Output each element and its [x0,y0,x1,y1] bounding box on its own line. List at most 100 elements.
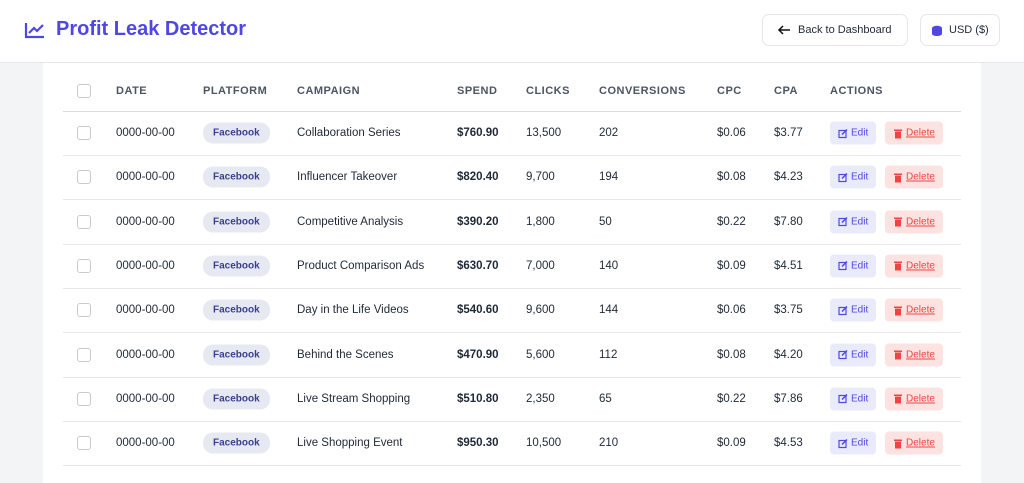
cell-campaign: Influencer Takeover [297,171,398,184]
column-header: SPEND [457,85,498,97]
cell-conversions: 140 [599,259,619,272]
cell-cpc: $0.22 [717,392,746,405]
icon [838,394,848,404]
select-all-checkbox[interactable] [77,84,91,98]
cell-campaign: Live Stream Shopping [297,392,411,405]
table-card: DATE PLATFORM CAMPAIGN SPEND CLICKS CONVERSIO… [43,63,981,483]
cell-cpc: $0.09 [717,259,746,272]
cell-spend: $760.90 [457,127,499,139]
cell-conversions: 50 [599,215,612,228]
cell-clicks: 5,600 [526,348,555,361]
icon [838,349,848,360]
icon [894,173,902,183]
platform-badge: Facebook [203,388,270,410]
column-header: DATE [116,85,148,97]
icon [894,439,902,449]
edit-label: Edit [851,171,869,183]
row-checkbox[interactable] [77,436,91,451]
platform-badge: Facebook [203,299,270,321]
platform-badge: Facebook [203,344,270,365]
column-header: PLATFORM [203,85,268,97]
cell-spend: $390.20 [457,215,499,228]
cell-cpc: $0.22 [717,215,746,228]
back-button[interactable]: Back to Dashboard [762,14,908,46]
delete-button[interactable]: Delete [885,387,943,411]
cell-clicks: 9,700 [526,171,555,184]
delete-label: Delete [906,349,935,360]
delete-label: Delete [906,260,935,272]
edit-label: Edit [851,260,869,272]
row-checkbox[interactable] [77,126,91,140]
cell-date: 0000-00-00 [116,171,175,184]
icon [838,305,848,315]
delete-button[interactable]: Delete [885,165,943,189]
logo-icon [24,23,44,39]
delete-label: Delete [906,304,935,316]
row-checkbox[interactable] [77,214,91,229]
icon [894,306,902,316]
edit-button[interactable]: Edit [830,298,877,322]
cell-cpa: $7.86 [774,392,803,405]
cell-campaign: Product Comparison Ads [297,259,425,272]
delete-button[interactable]: Delete [885,343,943,366]
cell-campaign: Competitive Analysis [297,215,404,228]
platform-badge: Facebook [203,211,270,233]
icon [894,261,902,271]
cell-conversions: 144 [599,304,619,317]
delete-button[interactable]: Delete [885,210,943,234]
column-header: CLICKS [526,85,570,97]
row-checkbox[interactable] [77,347,91,362]
cell-conversions: 194 [599,171,619,184]
icon [838,438,848,448]
delete-label: Delete [906,393,935,405]
currency-label: USD ($) [949,24,989,36]
delete-button[interactable]: Delete [885,254,943,278]
cell-conversions: 112 [599,348,618,361]
cell-conversions: 202 [599,127,619,139]
row-divider [63,287,961,289]
app-title: Profit Leak Detector [56,18,247,40]
edit-button[interactable]: Edit [830,210,877,234]
edit-button[interactable]: Edit [830,387,877,411]
row-divider [63,465,961,467]
cell-conversions: 210 [599,437,619,450]
edit-button[interactable]: Edit [830,343,877,366]
cell-cpc: $0.06 [717,127,746,139]
platform-badge: Facebook [203,255,270,277]
cell-clicks: 9,600 [526,304,555,317]
row-divider [63,243,961,245]
delete-button[interactable]: Delete [885,121,943,145]
cell-date: 0000-00-00 [116,127,175,139]
cell-campaign: Day in the Life Videos [297,304,409,317]
delete-label: Delete [906,171,935,183]
row-checkbox[interactable] [77,391,91,406]
cell-cpa: $4.51 [774,259,803,272]
cell-clicks: 1,800 [526,215,555,228]
edit-label: Edit [851,349,869,360]
header: Profit Leak Detector Back to Dashboard U… [0,0,1024,63]
row-checkbox[interactable] [77,258,91,273]
cell-date: 0000-00-00 [116,215,175,228]
cell-cpc: $0.08 [717,171,746,184]
edit-button[interactable]: Edit [830,121,877,145]
cell-cpa: $4.20 [774,348,803,361]
icon [838,261,848,271]
cell-cpc: $0.06 [717,304,746,317]
icon [894,217,902,227]
delete-button[interactable]: Delete [885,298,943,322]
cell-clicks: 10,500 [526,437,562,450]
cell-spend: $630.70 [457,259,499,272]
cell-cpa: $4.23 [774,171,803,184]
currency-button[interactable]: USD ($) [920,14,1000,46]
edit-button[interactable]: Edit [830,431,877,455]
icon [838,217,848,227]
cell-date: 0000-00-00 [116,304,175,317]
row-checkbox[interactable] [77,170,91,185]
edit-button[interactable]: Edit [830,254,877,278]
cell-cpa: $3.77 [774,127,803,139]
row-checkbox[interactable] [77,303,91,318]
column-header: ACTIONS [830,85,883,97]
delete-button[interactable]: Delete [885,431,943,455]
edit-button[interactable]: Edit [830,165,877,189]
